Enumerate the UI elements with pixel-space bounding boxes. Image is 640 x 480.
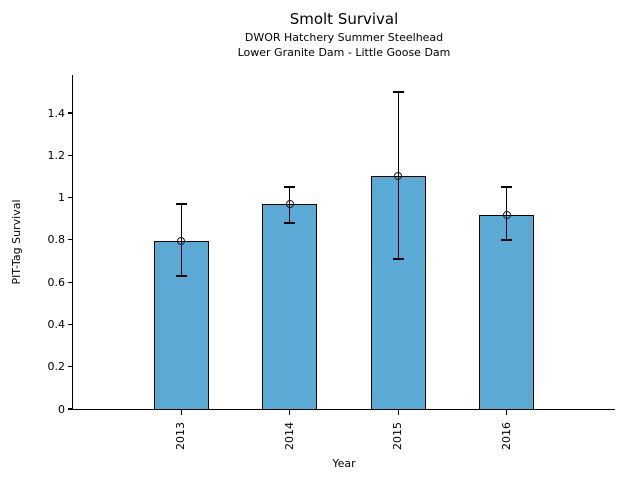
x-tick <box>397 410 399 415</box>
chart-subtitle-line1: DWOR Hatchery Summer Steelhead <box>244 31 444 44</box>
error-bar-cap-top <box>392 91 404 93</box>
error-bar-cap-bottom <box>501 239 513 241</box>
point-marker-open-circle-icon <box>394 172 403 181</box>
y-tick <box>67 281 72 283</box>
x-tick <box>180 410 182 415</box>
y-tick <box>67 408 72 410</box>
error-bar-cap-bottom <box>175 275 187 277</box>
x-tick-label: 2013 <box>174 422 188 450</box>
y-tick-label: 0 <box>58 402 65 416</box>
y-tick <box>67 239 72 241</box>
x-tick <box>289 410 291 415</box>
x-axis-spine <box>71 408 615 410</box>
x-tick-label: 2016 <box>499 422 513 450</box>
y-tick <box>67 154 72 156</box>
x-tick <box>506 410 508 415</box>
y-tick-label: 1 <box>58 191 65 205</box>
point-marker-open-circle-icon <box>177 236 186 245</box>
error-bar-cap-top <box>501 186 513 188</box>
bar <box>262 203 318 410</box>
y-tick-label: 0.8 <box>47 233 66 247</box>
y-axis-spine <box>71 75 73 410</box>
error-bar-cap-bottom <box>284 222 296 224</box>
y-tick <box>67 112 72 114</box>
y-tick <box>67 366 72 368</box>
x-tick-label: 2014 <box>282 422 296 450</box>
y-tick <box>67 197 72 199</box>
y-tick <box>67 323 72 326</box>
error-bar-cap-top <box>284 186 296 188</box>
error-bar-cap-top <box>175 203 187 205</box>
point-marker-open-circle-icon <box>502 210 511 219</box>
y-tick-label: 0.4 <box>47 317 66 331</box>
x-axis-label: Year <box>332 457 356 470</box>
x-tick-label: 2015 <box>391 422 405 450</box>
y-tick-label: 1.2 <box>47 148 66 162</box>
bar <box>479 214 535 410</box>
y-tick-label: 0.2 <box>47 360 66 374</box>
y-tick-label: 1.4 <box>47 106 66 120</box>
y-tick-label: 0.6 <box>47 275 66 289</box>
point-marker-open-circle-icon <box>285 199 294 208</box>
error-bar-cap-bottom <box>392 258 404 260</box>
chart-subtitle-line2: Lower Granite Dam - Little Goose Dam <box>237 46 451 59</box>
chart-title: Smolt Survival <box>289 10 399 28</box>
